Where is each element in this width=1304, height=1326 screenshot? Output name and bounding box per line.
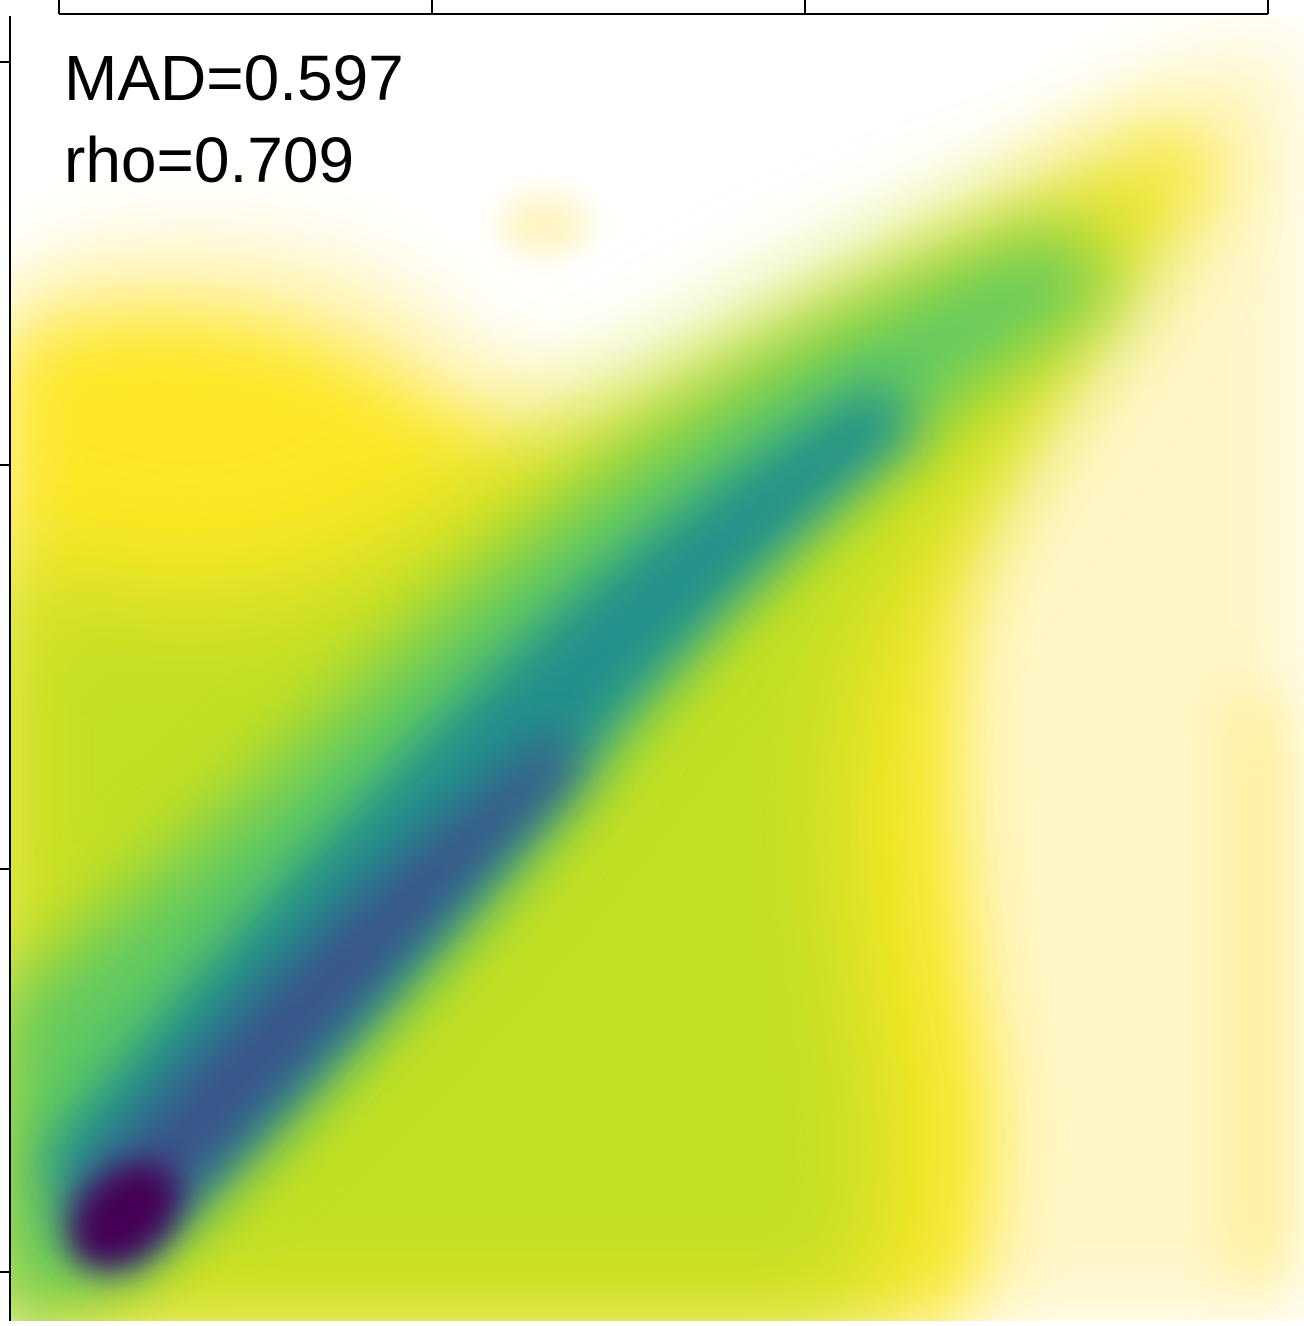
mad-annotation: MAD=0.597 bbox=[64, 42, 404, 114]
axes-frame bbox=[0, 0, 1269, 1321]
density-field bbox=[10, 40, 1304, 1321]
rho-annotation: rho=0.709 bbox=[64, 124, 355, 196]
density-small-blob bbox=[500, 195, 590, 255]
density-peak bbox=[71, 1163, 179, 1267]
density-level-blue bbox=[60, 730, 580, 1270]
density-level-right-strip bbox=[1220, 687, 1290, 1283]
